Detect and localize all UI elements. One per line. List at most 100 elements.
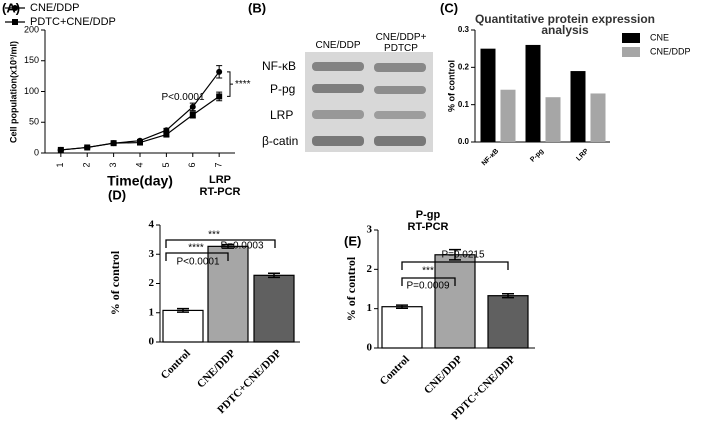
legend-marker	[12, 5, 18, 11]
y-axis-label: Cell population(x10³/ml)	[8, 41, 18, 143]
y-tick-label: 0.1	[458, 100, 470, 109]
y-tick-label: 0	[367, 342, 373, 354]
annotation: ****	[188, 243, 204, 254]
x-tick-label: 1	[55, 162, 65, 167]
chart-title: LRP	[209, 174, 231, 186]
error-bar	[502, 292, 514, 299]
x-tick-label: CNE/DDP	[422, 353, 465, 396]
legend-swatch	[622, 33, 640, 43]
annotation: ***	[422, 266, 434, 277]
bar	[253, 274, 295, 343]
marker	[57, 146, 64, 153]
chart-subtitle: RT-PCR	[200, 186, 241, 198]
error-bar	[396, 304, 408, 310]
error-bar	[177, 307, 189, 313]
bar	[545, 97, 561, 142]
marker	[137, 139, 143, 146]
x-tick-label: NF-κB	[481, 148, 501, 168]
annotation: ***	[208, 230, 220, 241]
bracket	[401, 277, 456, 286]
y-tick-label: 3	[149, 248, 155, 260]
chart-title: P-gp	[416, 209, 441, 221]
annotation: ****	[235, 79, 251, 90]
legend-label: CNE	[650, 32, 669, 42]
y-tick-label: 0	[34, 147, 39, 157]
x-tick-label: Control	[159, 347, 193, 381]
bar	[207, 245, 249, 343]
y-tick-label: 0	[149, 336, 155, 348]
y-tick-label: 2	[149, 277, 155, 289]
marker	[163, 131, 170, 138]
y-axis-label: % of control	[108, 250, 122, 315]
x-tick-label: Control	[378, 353, 412, 387]
y-tick-label: 1	[367, 302, 373, 314]
chart-title: Quantitative protein expression analysis	[474, 12, 656, 37]
panel-label: (D)	[108, 187, 126, 202]
error-bar	[449, 248, 461, 261]
marker	[110, 140, 117, 147]
annotation: P=0.0003	[220, 241, 264, 252]
marker	[189, 103, 196, 110]
annotation: P<0.0001	[176, 257, 220, 268]
bar	[480, 48, 496, 142]
blot-bands	[312, 62, 426, 146]
x-tick-label: CNE/DDP	[195, 347, 238, 390]
y-tick-label: 4	[149, 219, 155, 231]
x-tick-label: LRP	[575, 148, 590, 163]
y-tick-label: 0.0	[458, 137, 470, 146]
blot-row-label: LRP	[270, 108, 293, 122]
bar	[434, 254, 476, 349]
bar	[525, 44, 541, 142]
annotation: P<0.0001	[161, 92, 205, 103]
legend-label: CNE/DDP	[650, 46, 691, 56]
bracket	[165, 252, 229, 261]
marker	[216, 93, 223, 100]
error-bar	[268, 272, 280, 279]
y-tick-label: 2	[367, 263, 373, 275]
y-tick-label: 200	[24, 24, 39, 34]
y-axis-label: % of control	[344, 256, 358, 321]
y-tick-label: 50	[29, 117, 39, 127]
bar	[590, 93, 606, 142]
x-tick-label: 3	[108, 162, 118, 167]
y-tick-label: 100	[24, 86, 39, 96]
marker	[84, 144, 91, 151]
legend-label: CNE/DDP	[30, 2, 80, 14]
y-tick-label: 0.2	[458, 62, 470, 71]
legend-swatch	[622, 47, 640, 57]
y-tick-label: 1	[149, 306, 155, 318]
blot-row-label: NF-κB	[262, 59, 296, 73]
x-tick-label: 7	[214, 162, 224, 167]
x-tick-label: 6	[187, 162, 197, 167]
x-tick-label: P-pg	[529, 148, 545, 164]
annotation: P=0.0215	[441, 250, 485, 261]
marker	[216, 68, 223, 75]
chart-subtitle: RT-PCR	[408, 221, 449, 233]
x-tick-label: 4	[134, 162, 144, 167]
bar	[381, 306, 423, 349]
panel-label: (C)	[440, 0, 458, 15]
bar	[500, 89, 516, 142]
blot-row-label: β-catin	[262, 134, 298, 148]
annotation: P=0.0009	[406, 281, 450, 292]
bracket	[401, 261, 509, 270]
y-tick-label: 3	[367, 224, 373, 236]
panel-label: (E)	[344, 233, 361, 248]
y-axis-label: % of control	[446, 60, 456, 112]
bar	[570, 71, 586, 142]
legend-label: PDTC+CNE/DDP	[30, 16, 116, 28]
y-tick-label: 0.3	[458, 25, 470, 34]
panel-label: (B)	[248, 0, 266, 15]
x-tick-label: 2	[82, 162, 92, 167]
y-tick-label: 150	[24, 55, 39, 65]
blot-row-label: P-pg	[270, 82, 295, 96]
legend-marker	[12, 19, 18, 25]
blot-column-label: CNE/DDP	[315, 40, 361, 51]
bracket	[165, 239, 276, 248]
bar	[162, 309, 204, 343]
bar	[487, 295, 529, 349]
blot-column-label: CNE/DDP+ PDTCP	[375, 32, 427, 54]
x-axis-label: Time(day)	[107, 173, 173, 189]
